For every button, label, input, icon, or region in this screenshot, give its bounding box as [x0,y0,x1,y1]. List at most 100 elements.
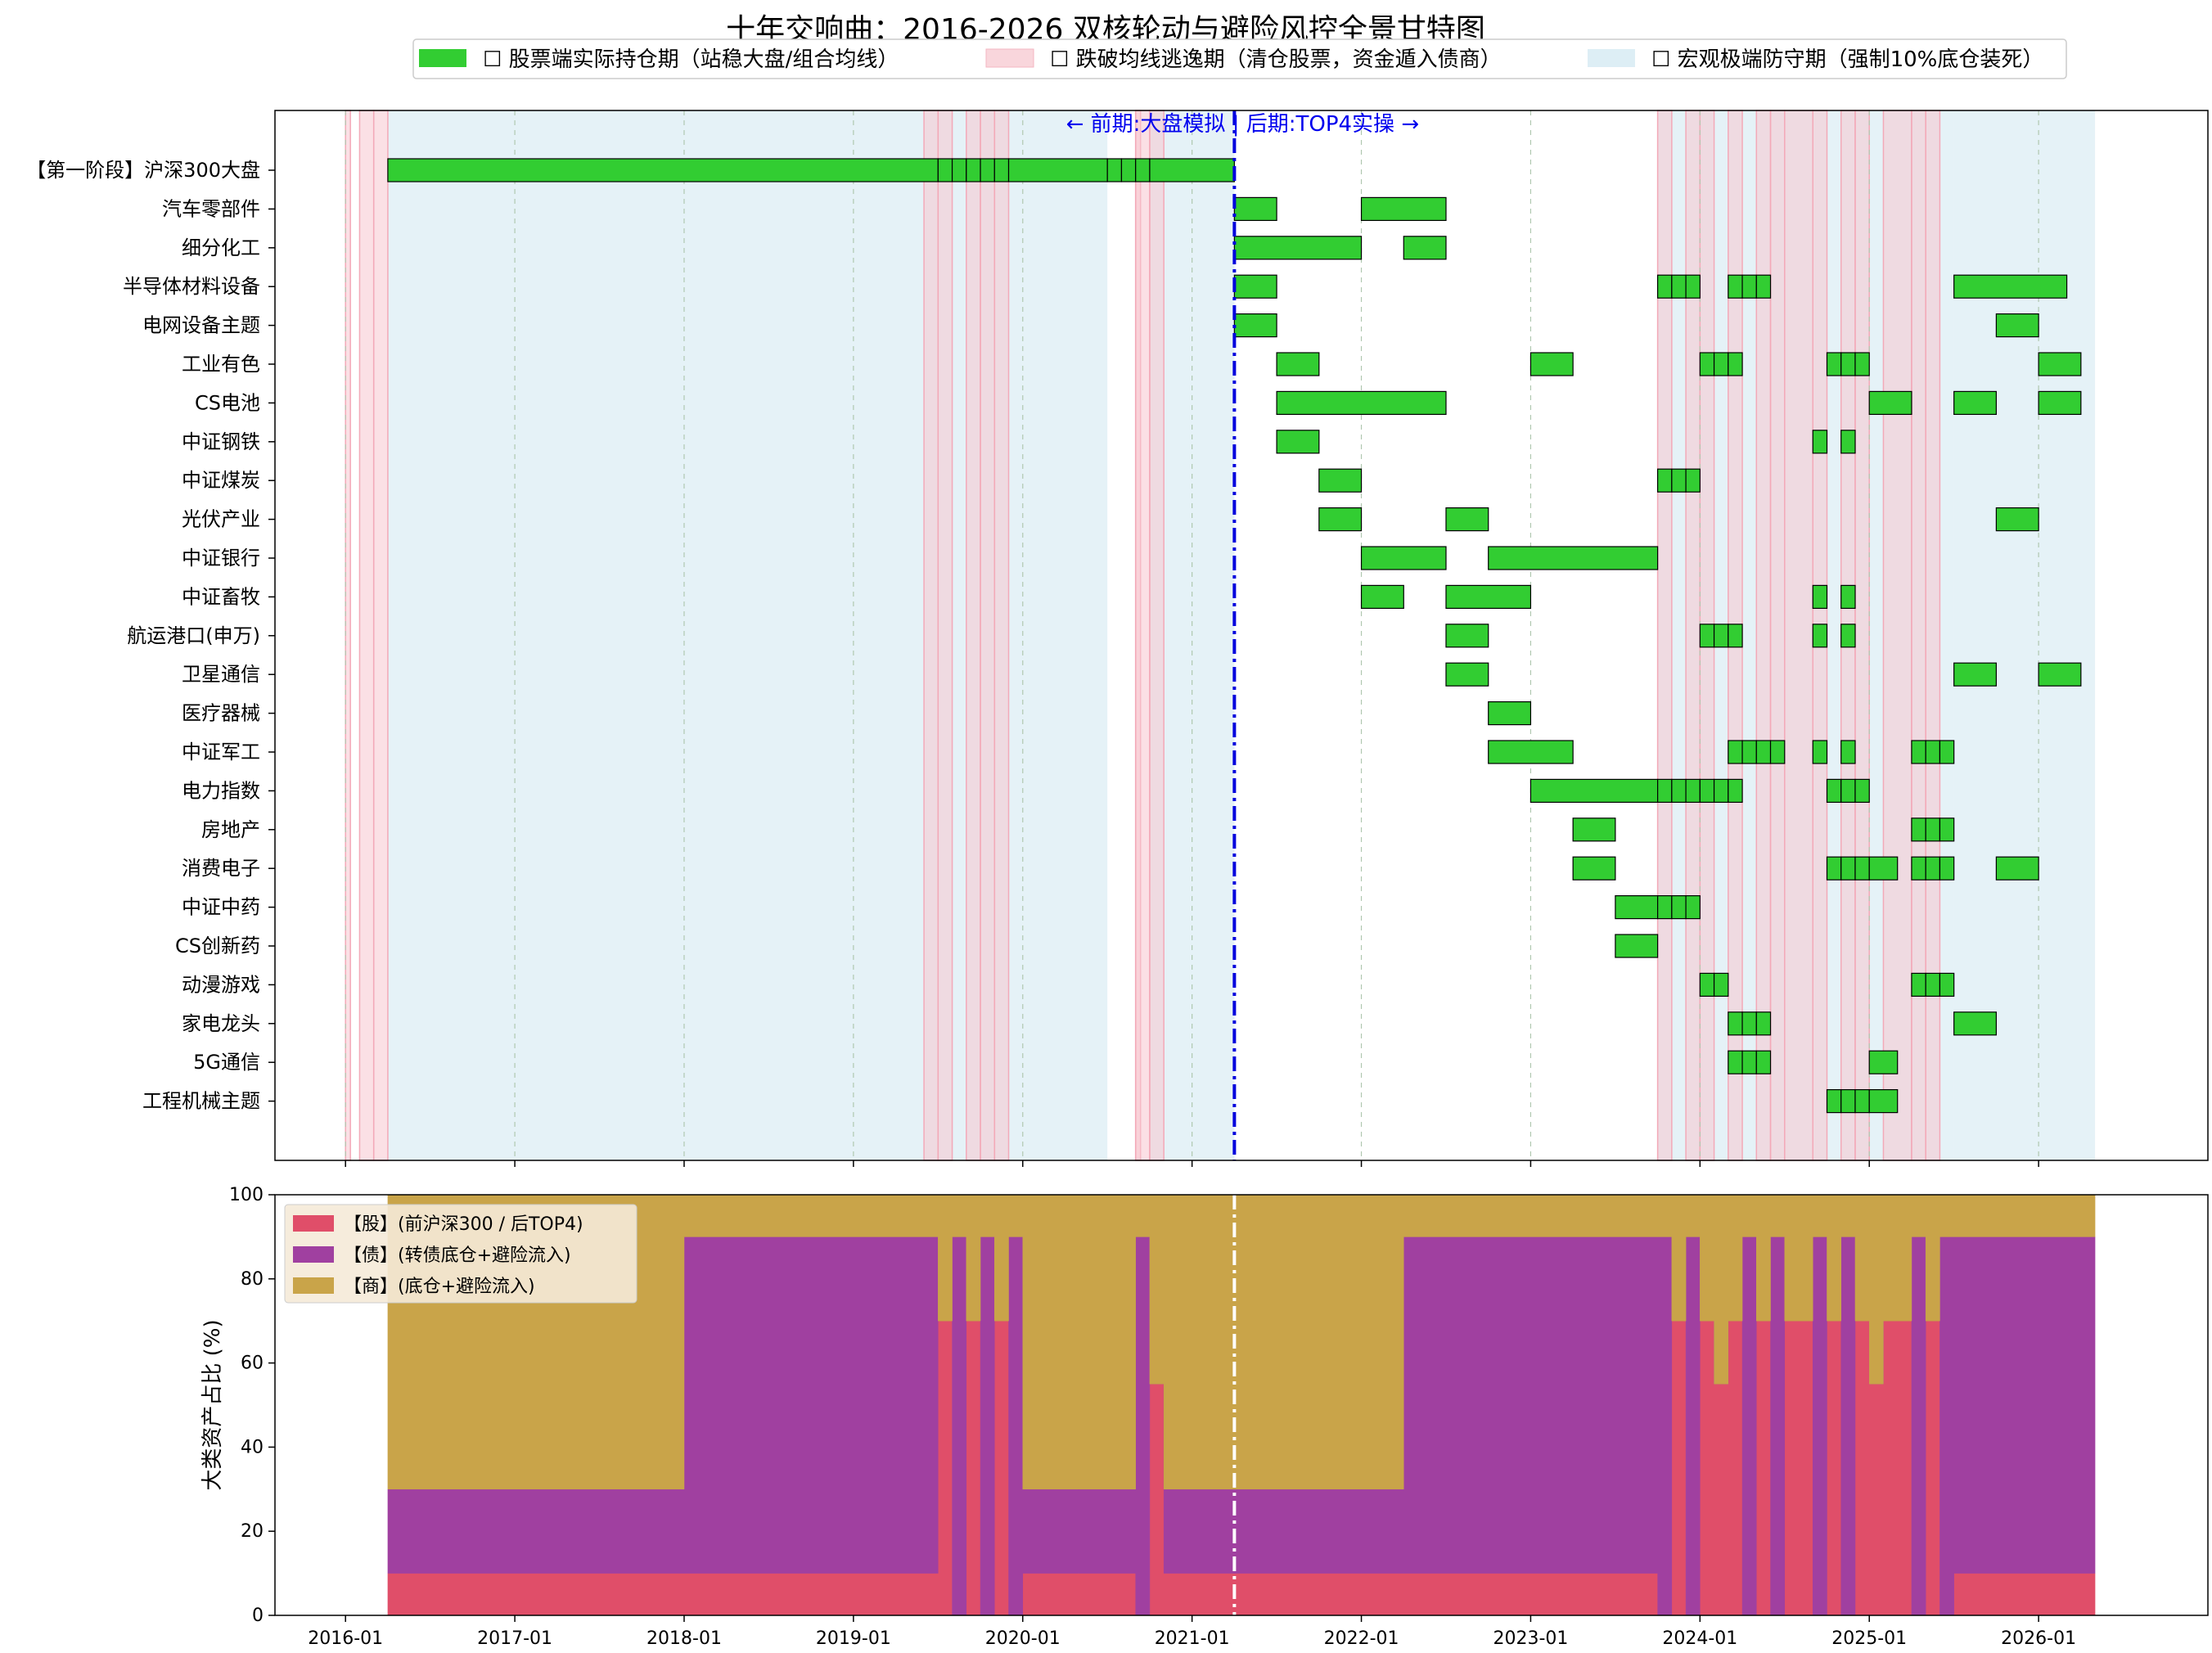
holding-bar [1741,1011,1757,1036]
holding-bar [1953,1011,1997,1036]
holding-bar [1120,158,1137,182]
legend-escape-swatch [985,48,1034,68]
escape-band [1925,110,1941,1161]
holding-bar [1615,894,1659,920]
gantt-background-bands [345,110,2096,1161]
category-label: 电力指数 [182,779,260,802]
holding-bar [1276,390,1447,415]
category-label: 中证中药 [182,896,260,919]
holding-bar [1713,972,1729,998]
holding-bar [1233,313,1277,338]
holding-bar [1728,624,1743,648]
holding-bar [1741,740,1757,764]
holding-bar [1657,468,1673,493]
holding-bar [1403,236,1447,260]
holding-bar [1572,856,1616,881]
holding-bar [1445,624,1489,648]
holding-bar [1488,740,1574,764]
holding-bar [1149,158,1235,182]
holding-bar [1699,972,1715,998]
holding-bar [1812,624,1828,648]
holding-bar [1868,1088,1899,1114]
holding-bar [1939,817,1955,842]
holding-bar [1854,856,1870,881]
holding-bar [1826,856,1842,881]
allocation-x-ticks: 2016-01 2017-01 2018-01 2019-01 2020-01 2021-… [308,1615,2076,1649]
holding-bar [1713,624,1729,648]
category-label: 光伏产业 [182,508,260,531]
category-label: 工程机械主题 [142,1090,260,1113]
holding-bar [1233,236,1363,260]
legend-bond-swatch [293,1246,334,1263]
escape-band [1134,110,1151,1161]
escape-band [923,110,939,1161]
top-legend: ☐ 股票端实际持仓期（站稳大盘/组合均线） ☐ 跌破均线逃逸期（清仓股票，资金遁… [412,38,2067,79]
holding-bar [1445,584,1532,610]
holding-bar [1572,817,1616,842]
holding-bar [1953,662,1997,687]
gantt-axes-frame [274,110,2209,1161]
holding-bar [1728,274,1743,299]
x-tick-label: 2024-01 [1662,1628,1737,1649]
holding-bar [1713,352,1729,376]
holding-bar [1360,196,1447,221]
holding-bar [2038,390,2082,415]
legend-escape-label: ☐ 跌破均线逃逸期（清仓股票，资金遁入债商） [1050,47,1502,72]
escape-band [993,110,1010,1161]
holding-bar [1925,972,1941,998]
holding-bar [1488,700,1532,726]
x-tick-label: 2023-01 [1493,1628,1568,1649]
escape-band [966,110,981,1161]
escape-band [1149,110,1165,1161]
holding-bar [966,158,981,182]
holding-bar [1769,740,1786,764]
category-label: 中证煤炭 [182,469,260,492]
allocation-y-label: 大类资产占比 (%) [200,1319,225,1490]
category-label: 消费电子 [182,857,260,880]
holding-bar [1685,894,1701,920]
legend-commodity-label: 【商】(底仓+避险流入) [344,1277,535,1297]
defense-band [1953,110,2096,1160]
holding-bar [1318,507,1363,532]
legend-holding-label: ☐ 股票端实际持仓期（站稳大盘/组合均线） [483,47,899,72]
holding-bar [1233,196,1277,221]
holding-bar [1995,313,2039,338]
legend-defense-label: ☐ 宏观极端防守期（强制10%底仓装死） [1651,47,2043,72]
holding-bar [1755,740,1772,764]
escape-band [1784,110,1814,1161]
holding-bar [1728,352,1743,376]
category-label: 航运港口(申万) [127,624,260,647]
legend-holding-swatch [419,49,466,67]
holding-bar [1995,507,2039,532]
holding-bar [937,158,953,182]
holding-bar [1713,778,1729,804]
holding-bar [1868,856,1899,881]
holding-bar [1854,1088,1870,1114]
category-label: CS电池 [195,391,260,414]
holding-bar [1671,274,1687,299]
holding-bar [1106,158,1123,182]
x-tick-label: 2018-01 [646,1628,722,1649]
holding-bar [1728,1011,1743,1036]
holding-bar [1699,624,1715,648]
holding-bar [1276,430,1320,454]
holding-bar [1755,1050,1772,1074]
category-label: 房地产 [201,818,260,841]
category-label: 中证军工 [182,741,260,763]
holding-bar [1826,778,1842,804]
holding-bar [1995,856,2039,881]
escape-band [372,110,389,1161]
holding-bar [1360,584,1404,610]
category-label: 细分化工 [182,236,260,259]
legend-defense-swatch [1588,49,1635,67]
y-tick-label: 80 [241,1269,264,1290]
holding-bar [1826,1088,1842,1114]
holding-bar [2038,662,2082,687]
legend-commodity-swatch [293,1277,334,1294]
holding-bar [1925,856,1941,881]
holding-bar [1657,274,1673,299]
holding-bar [1840,856,1856,881]
allocation-area [387,1194,2096,1616]
holding-bar [951,158,967,182]
